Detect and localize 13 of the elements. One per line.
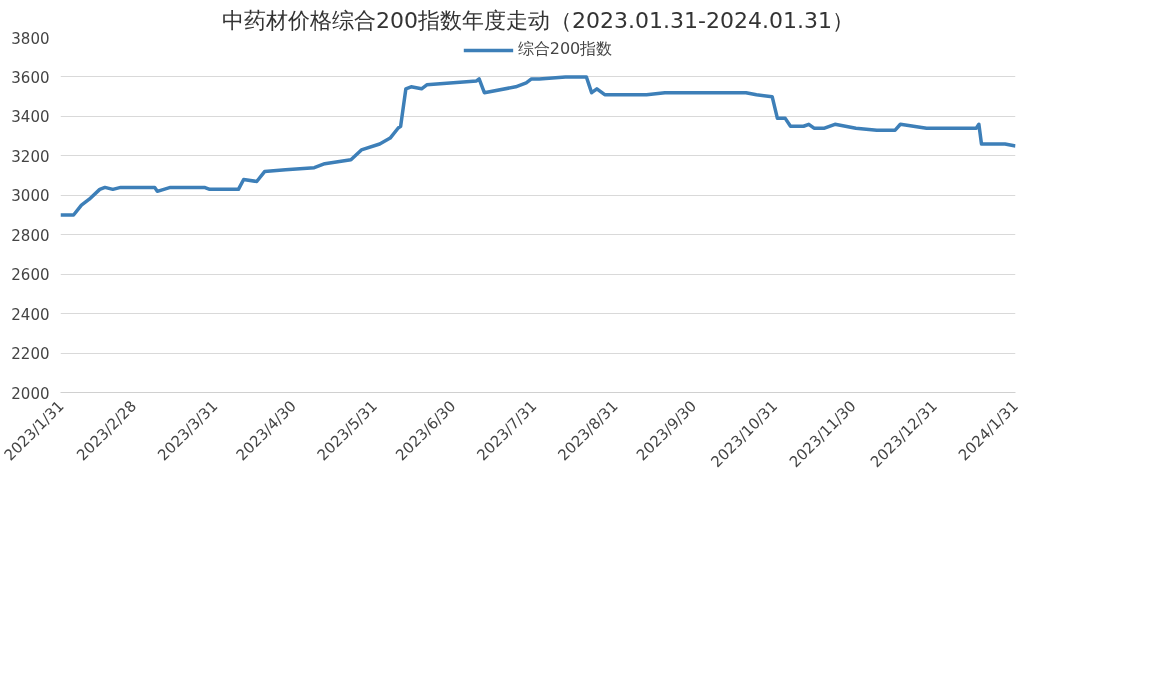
line-series	[60, 75, 1016, 217]
y-tick-label: 3800	[11, 29, 50, 48]
y-tick-label: 3400	[11, 108, 50, 127]
y-tick-label: 2800	[11, 226, 50, 245]
y-tick-label: 3200	[11, 147, 50, 166]
y-tick-label: 2400	[11, 305, 50, 324]
y-tick-label: 2200	[11, 345, 50, 364]
chart-title: 中药材价格综合200指数年度走动（2023.01.31-2024.01.31）	[222, 7, 854, 33]
legend-label: 综合200指数	[517, 39, 613, 60]
y-tick-label: 2000	[11, 384, 50, 403]
y-tick-label: 3600	[11, 68, 50, 87]
y-tick-label: 3000	[11, 187, 50, 206]
y-tick-label: 2600	[11, 266, 50, 285]
